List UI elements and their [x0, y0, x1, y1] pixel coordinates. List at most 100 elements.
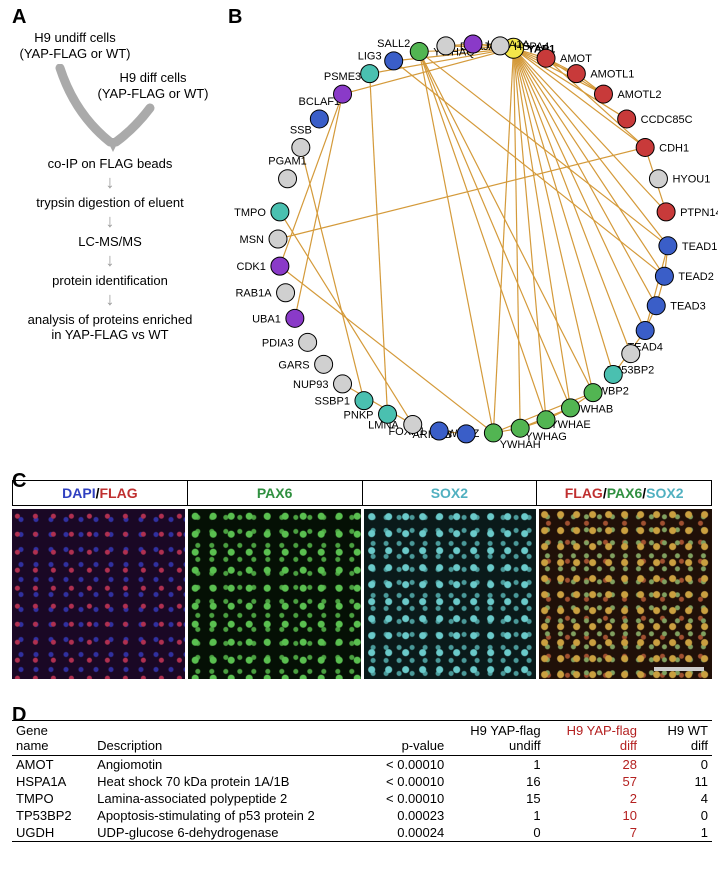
- network-node-label: TEAD3: [670, 301, 705, 313]
- col-undiff-1: H9 YAP-flag: [470, 723, 540, 738]
- network-node: [269, 230, 287, 248]
- flow-top-left-l1: H9 undiff cells: [34, 30, 115, 45]
- network-node-label: SSB: [290, 124, 312, 136]
- table-row: UGDHUDP-glucose 6-dehydrogenase0.0002407…: [12, 824, 712, 842]
- network-node: [457, 425, 475, 443]
- flow-top-left-l2: (YAP-FLAG or WT): [20, 46, 131, 61]
- col-wt-2: diff: [691, 738, 708, 753]
- network-node-label: PSME3: [324, 71, 361, 83]
- panel-b-network: YAP1AMOTAMOTL1AMOTL2CCDC85CCDH1HYOU1PTPN…: [228, 4, 718, 464]
- cell-gene: UGDH: [12, 824, 93, 842]
- network-node-label: CDK1: [237, 261, 266, 273]
- panel-c-header-cell: FLAG/PAX6/SOX2: [536, 481, 711, 505]
- col-pval: p-value: [402, 738, 445, 753]
- network-node: [636, 322, 654, 340]
- network-node: [361, 65, 379, 83]
- panel-c-micrographs: DAPI/FLAGPAX6SOX2FLAG/PAX6/SOX2: [12, 480, 712, 679]
- micrograph-sox2: [364, 509, 537, 679]
- cell-desc: Apoptosis-stimulating of p53 protein 2: [93, 807, 367, 824]
- flow-step-3: LC-MS/MS: [10, 234, 210, 249]
- arrow-icon: ↓: [10, 253, 210, 267]
- header-text: SOX2: [431, 485, 468, 501]
- network-node-label: RAB1A: [235, 288, 272, 300]
- cell-undiff: 1: [448, 807, 544, 824]
- network-node: [491, 37, 509, 55]
- network-node-label: PGAM1: [268, 156, 307, 168]
- table-row: HSPA1AHeat shock 70 kDa protein 1A/1B< 0…: [12, 773, 712, 790]
- table-row: TP53BP2Apoptosis-stimulating of p53 prot…: [12, 807, 712, 824]
- network-node-label: TEAD1: [682, 241, 717, 253]
- arrow-icon: ↓: [10, 175, 210, 189]
- col-gene-2: name: [16, 738, 49, 753]
- cell-pval: < 0.00010: [367, 756, 448, 774]
- cell-diff: 10: [545, 807, 641, 824]
- network-node-label: HSPA4: [514, 41, 549, 53]
- network-node: [484, 424, 502, 442]
- network-node-label: YWHAE: [550, 419, 590, 431]
- cell-desc: UDP-glucose 6-dehydrogenase: [93, 824, 367, 842]
- network-node-label: TEAD2: [678, 271, 713, 283]
- network-node: [410, 43, 428, 61]
- network-node-label: PDIA3: [262, 337, 294, 349]
- arrow-icon: ↓: [10, 292, 210, 306]
- col-wt-1: H9 WT: [668, 723, 708, 738]
- network-node-label: HYOU1: [672, 174, 710, 186]
- header-text: FLAG: [99, 485, 137, 501]
- cell-undiff: 0: [448, 824, 544, 842]
- network-node: [271, 257, 289, 275]
- network-node-label: GARS: [278, 359, 309, 371]
- col-desc: Description: [97, 738, 162, 753]
- network-node: [299, 333, 317, 351]
- network-node: [649, 170, 667, 188]
- network-node: [562, 399, 580, 417]
- network-node: [647, 297, 665, 315]
- network-node: [355, 392, 373, 410]
- flow-step-5: analysis of proteins enriched in YAP-FLA…: [10, 312, 210, 342]
- header-text: PAX6: [257, 485, 293, 501]
- network-node-label: YWHAH: [500, 439, 541, 451]
- cell-desc: Lamina-associated polypeptide 2: [93, 790, 367, 807]
- cell-wt: 0: [641, 807, 712, 824]
- network-node-label: PTPN14: [680, 207, 718, 219]
- micrograph-dapi-flag: [12, 509, 185, 679]
- cell-wt: 11: [641, 773, 712, 790]
- cell-undiff: 16: [448, 773, 544, 790]
- flow-step-1: co-IP on FLAG beads: [10, 156, 210, 171]
- network-node: [334, 375, 352, 393]
- network-node: [385, 52, 403, 70]
- network-node: [618, 110, 636, 128]
- network-node-label: AMOTL2: [617, 89, 661, 101]
- network-node: [271, 203, 289, 221]
- cell-wt: 1: [641, 824, 712, 842]
- network-node-label: AMOTL1: [590, 69, 634, 81]
- network-node-label: PNKP: [344, 409, 374, 421]
- flow-step-4: protein identification: [10, 273, 210, 288]
- cell-undiff: 1: [448, 756, 544, 774]
- cell-gene: TP53BP2: [12, 807, 93, 824]
- cell-diff: 57: [545, 773, 641, 790]
- network-node-label: TMPO: [234, 207, 266, 219]
- micrograph-pax6: [188, 509, 361, 679]
- network-node: [594, 85, 612, 103]
- scale-bar: [654, 667, 704, 671]
- cell-desc: Angiomotin: [93, 756, 367, 774]
- network-node-label: NUP93: [293, 379, 328, 391]
- network-node-label: AMOT: [560, 53, 592, 65]
- network-node-label: SALL2: [377, 38, 410, 50]
- header-text: FLAG: [565, 485, 603, 501]
- network-node: [437, 37, 455, 55]
- col-diff-2: diff: [620, 738, 637, 753]
- network-node: [430, 422, 448, 440]
- network-node: [277, 284, 295, 302]
- network-node: [636, 138, 654, 156]
- network-node: [655, 267, 673, 285]
- cell-pval: 0.00023: [367, 807, 448, 824]
- cell-pval: < 0.00010: [367, 790, 448, 807]
- flow-top-left: H9 undiff cells (YAP-FLAG or WT): [10, 30, 140, 63]
- panel-d-table: Genename Description p-value H9 YAP-flag…: [12, 720, 712, 842]
- header-text: SOX2: [646, 485, 683, 501]
- col-gene-1: Gene: [16, 723, 48, 738]
- arrow-icon: ↓: [10, 214, 210, 228]
- panel-c-header-cell: PAX6: [187, 481, 362, 505]
- network-node: [334, 85, 352, 103]
